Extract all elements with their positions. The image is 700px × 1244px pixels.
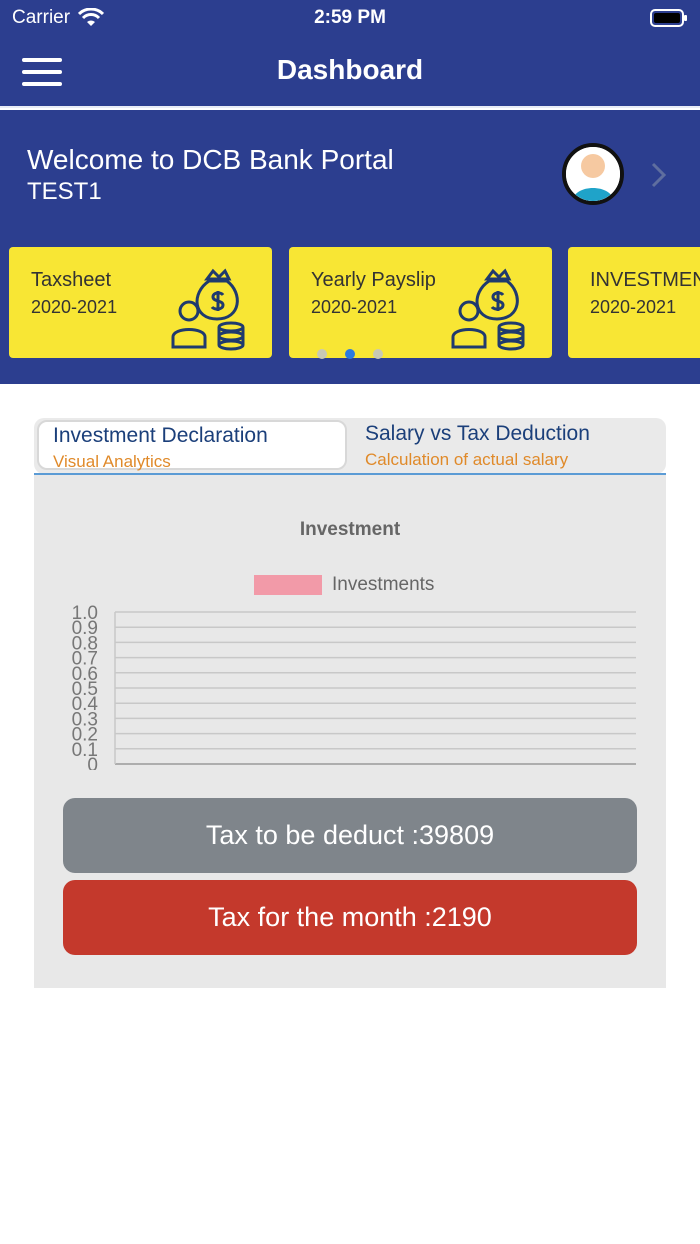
card-year: 2020-2021: [590, 297, 677, 317]
hamburger-menu-icon[interactable]: [22, 58, 62, 86]
page-title: Dashboard: [276, 54, 424, 85]
yearly-payslip-card[interactable]: Yearly Payslip 2020-2021: [289, 247, 552, 358]
legend-label: Investments: [332, 574, 435, 595]
username-label: TEST1: [27, 178, 102, 205]
segmented-tabs: Investment Declaration Visual Analytics …: [34, 418, 666, 474]
chart-panel: Investment Investments 1.0 0.9 0.8 0.7 0.6 0.…: [34, 475, 666, 988]
pagination-dot[interactable]: [373, 349, 383, 359]
card-year: 2020-2021: [311, 297, 398, 317]
tab-investment-declaration[interactable]: Investment Declaration Visual Analytics: [37, 420, 347, 471]
y-tick-label: 1.0: [72, 603, 98, 624]
status-time: 2:59 PM: [314, 7, 386, 28]
pagination-dot-active[interactable]: [345, 349, 355, 359]
investment-card[interactable]: INVESTMENT 2020-2021: [568, 247, 700, 358]
money-bag-person-icon: [451, 268, 525, 351]
card-title: Yearly Payslip: [311, 269, 436, 291]
tax-for-month-button[interactable]: Tax for the month :2190: [63, 880, 637, 955]
tax-to-be-deducted-button[interactable]: Tax to be deduct :39809: [63, 798, 637, 873]
y-tick-label: 0.3: [72, 709, 98, 730]
tab-label: Investment Declaration: [53, 424, 268, 447]
tab-underline: [34, 473, 666, 475]
y-tick-label: 0.9: [72, 618, 98, 639]
tab-sublabel: Visual Analytics: [53, 452, 171, 471]
taxsheet-card[interactable]: Taxsheet 2020-2021: [9, 247, 272, 358]
chart-legend[interactable]: Investments: [254, 574, 434, 596]
chart-title: Investment: [299, 519, 401, 540]
y-tick-label: 0.1: [72, 740, 98, 761]
y-tick-label: 0.8: [72, 633, 98, 654]
y-tick-label: 0.6: [72, 664, 98, 685]
battery-icon: [650, 9, 687, 27]
welcome-title: Welcome to DCB Bank Portal: [27, 144, 394, 175]
card-title: INVESTMENT: [590, 269, 700, 291]
carrier-label: Carrier: [12, 7, 71, 28]
carousel-pagination: [0, 346, 700, 364]
chevron-right-icon[interactable]: [648, 160, 670, 190]
tab-label: Salary vs Tax Deduction: [365, 422, 590, 445]
carrier-indicator: Carrier: [12, 7, 105, 29]
welcome-banner: Welcome to DCB Bank Portal TEST1 Taxshee…: [0, 110, 700, 384]
card-title: Taxsheet: [31, 269, 112, 291]
money-bag-person-icon: [171, 268, 245, 351]
y-tick-label: 0.4: [72, 694, 99, 715]
wifi-icon: [78, 8, 105, 26]
y-tick-label: 0.2: [72, 725, 98, 746]
user-avatar-icon: [566, 147, 620, 201]
y-tick-label: 0.7: [72, 649, 98, 670]
tab-sublabel: Calculation of actual salary: [365, 450, 569, 469]
y-tick-label: 0.5: [72, 679, 98, 700]
investment-chart: 1.00.90.80.70.60.50.40.30.20.10: [72, 603, 636, 770]
y-tick-label: 0: [87, 755, 98, 770]
pagination-dot[interactable]: [317, 349, 327, 359]
card-year: 2020-2021: [31, 297, 118, 317]
legend-swatch: [254, 575, 322, 595]
status-bar: Carrier 2:59 PM: [0, 0, 700, 36]
nav-bar: Dashboard: [0, 36, 700, 108]
tab-salary-vs-tax[interactable]: Salary vs Tax Deduction Calculation of a…: [351, 420, 663, 470]
avatar[interactable]: [562, 143, 624, 205]
